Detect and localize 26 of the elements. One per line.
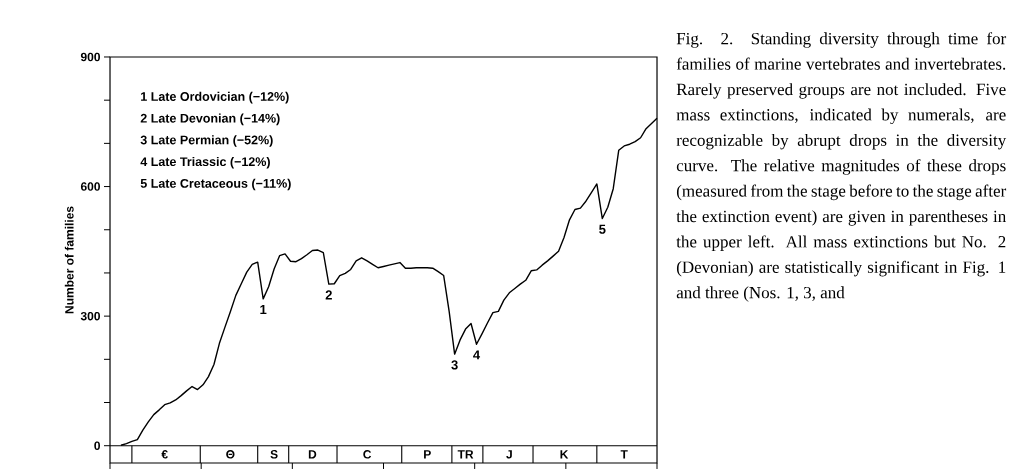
- text: Fig. 2. Standing diversity through time for families of marine vertebrates and invertebrates. Rarely preserved groups are not included. Five mass extinctions, indicated by numerals, are recognizable by abrupt drops in the diversity curve. The relative magnitudes of these drops (measured from the stage before to the stage after the extinction event) are given in parentheses in the upper left. All mass extinctions but No. 2 (Devonian) are statistically significant in Fig. 1 and three (Nos. 1, 3, and: [676, 32, 1007, 302]
- annotation: 5: [599, 224, 606, 234]
- annotation: 4 Late Triassic (−12%): [140, 156, 270, 169]
- annotation: 2: [325, 290, 332, 300]
- x-tick-label: D: [308, 450, 317, 459]
- y-tick-label: 300: [80, 311, 100, 321]
- annotation: 1 Late Ordovician (−12%): [141, 91, 289, 104]
- annotation: 4: [473, 350, 481, 360]
- x-tick-label: J: [506, 450, 512, 459]
- x-tick-label: K: [560, 450, 569, 459]
- y-tick-label: 600: [80, 182, 100, 191]
- x-tick-label: S: [270, 450, 278, 459]
- y-axis-title: Number of families: [64, 206, 74, 314]
- annotation: 1: [260, 305, 267, 314]
- annotation: 5 Late Cretaceous (−11%): [140, 178, 291, 191]
- annotation: 2 Late Devonian (−14%): [140, 113, 280, 126]
- x-tick-label: TR: [457, 450, 474, 459]
- x-tick-label: Θ: [226, 450, 235, 459]
- annotation: 3: [451, 360, 458, 370]
- x-tick-label: T: [620, 450, 628, 459]
- y-tick-label: 900: [80, 52, 100, 62]
- x-tick-label: P: [424, 450, 431, 459]
- annotation: 3 Late Permian (−52%): [140, 135, 273, 147]
- y-tick-label: 0: [94, 441, 100, 450]
- x-tick-label: C: [363, 450, 372, 459]
- x-tick-label: €: [161, 450, 168, 459]
